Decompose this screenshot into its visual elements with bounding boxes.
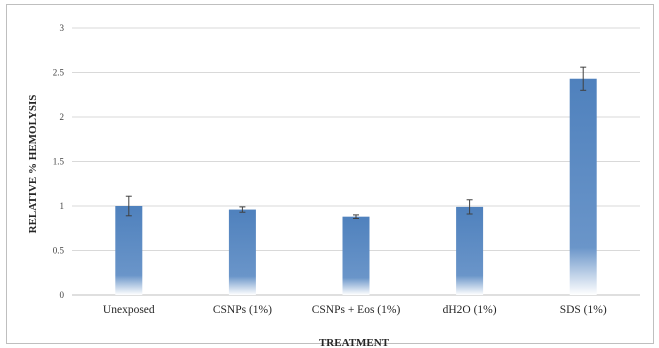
bar xyxy=(569,78,597,295)
x-tick-label: dH2O (1%) xyxy=(443,304,497,316)
y-axis-title: RELATIVE % HEMOLYSIS xyxy=(27,95,39,234)
error-bars xyxy=(125,66,587,219)
y-tick-label: 3 xyxy=(60,23,65,33)
x-axis-categories: Unexposed CSNPs (1%) CSNPs + Eos (1%) dH2O … xyxy=(103,304,607,316)
y-tick-label: 0.5 xyxy=(53,246,65,256)
bar xyxy=(342,216,370,295)
y-tick-label: 2.5 xyxy=(53,68,65,78)
chart-frame xyxy=(6,4,654,344)
x-axis-title: TREATMENT xyxy=(319,337,390,348)
bar xyxy=(115,206,143,295)
error-bar xyxy=(239,206,246,213)
error-bar xyxy=(125,195,132,217)
gridlines xyxy=(72,27,640,296)
bar xyxy=(456,206,484,295)
error-bar xyxy=(353,214,359,219)
bars xyxy=(115,78,597,295)
error-bar xyxy=(580,66,587,91)
y-tick-label: 1.5 xyxy=(53,157,65,167)
x-tick-label: Unexposed xyxy=(103,304,155,316)
x-tick-label: CSNPs (1%) xyxy=(213,304,272,316)
x-tick-label: SDS (1%) xyxy=(560,304,607,316)
error-bar xyxy=(466,199,473,215)
y-tick-label: 2 xyxy=(60,112,65,122)
x-tick-label: CSNPs + Eos (1%) xyxy=(312,304,401,316)
y-tick-label: 1 xyxy=(60,201,65,211)
y-axis-ticks: 0 0.5 1 1.5 2 2.5 3 xyxy=(53,23,65,300)
y-tick-label: 0 xyxy=(60,290,65,300)
bar xyxy=(228,209,256,295)
